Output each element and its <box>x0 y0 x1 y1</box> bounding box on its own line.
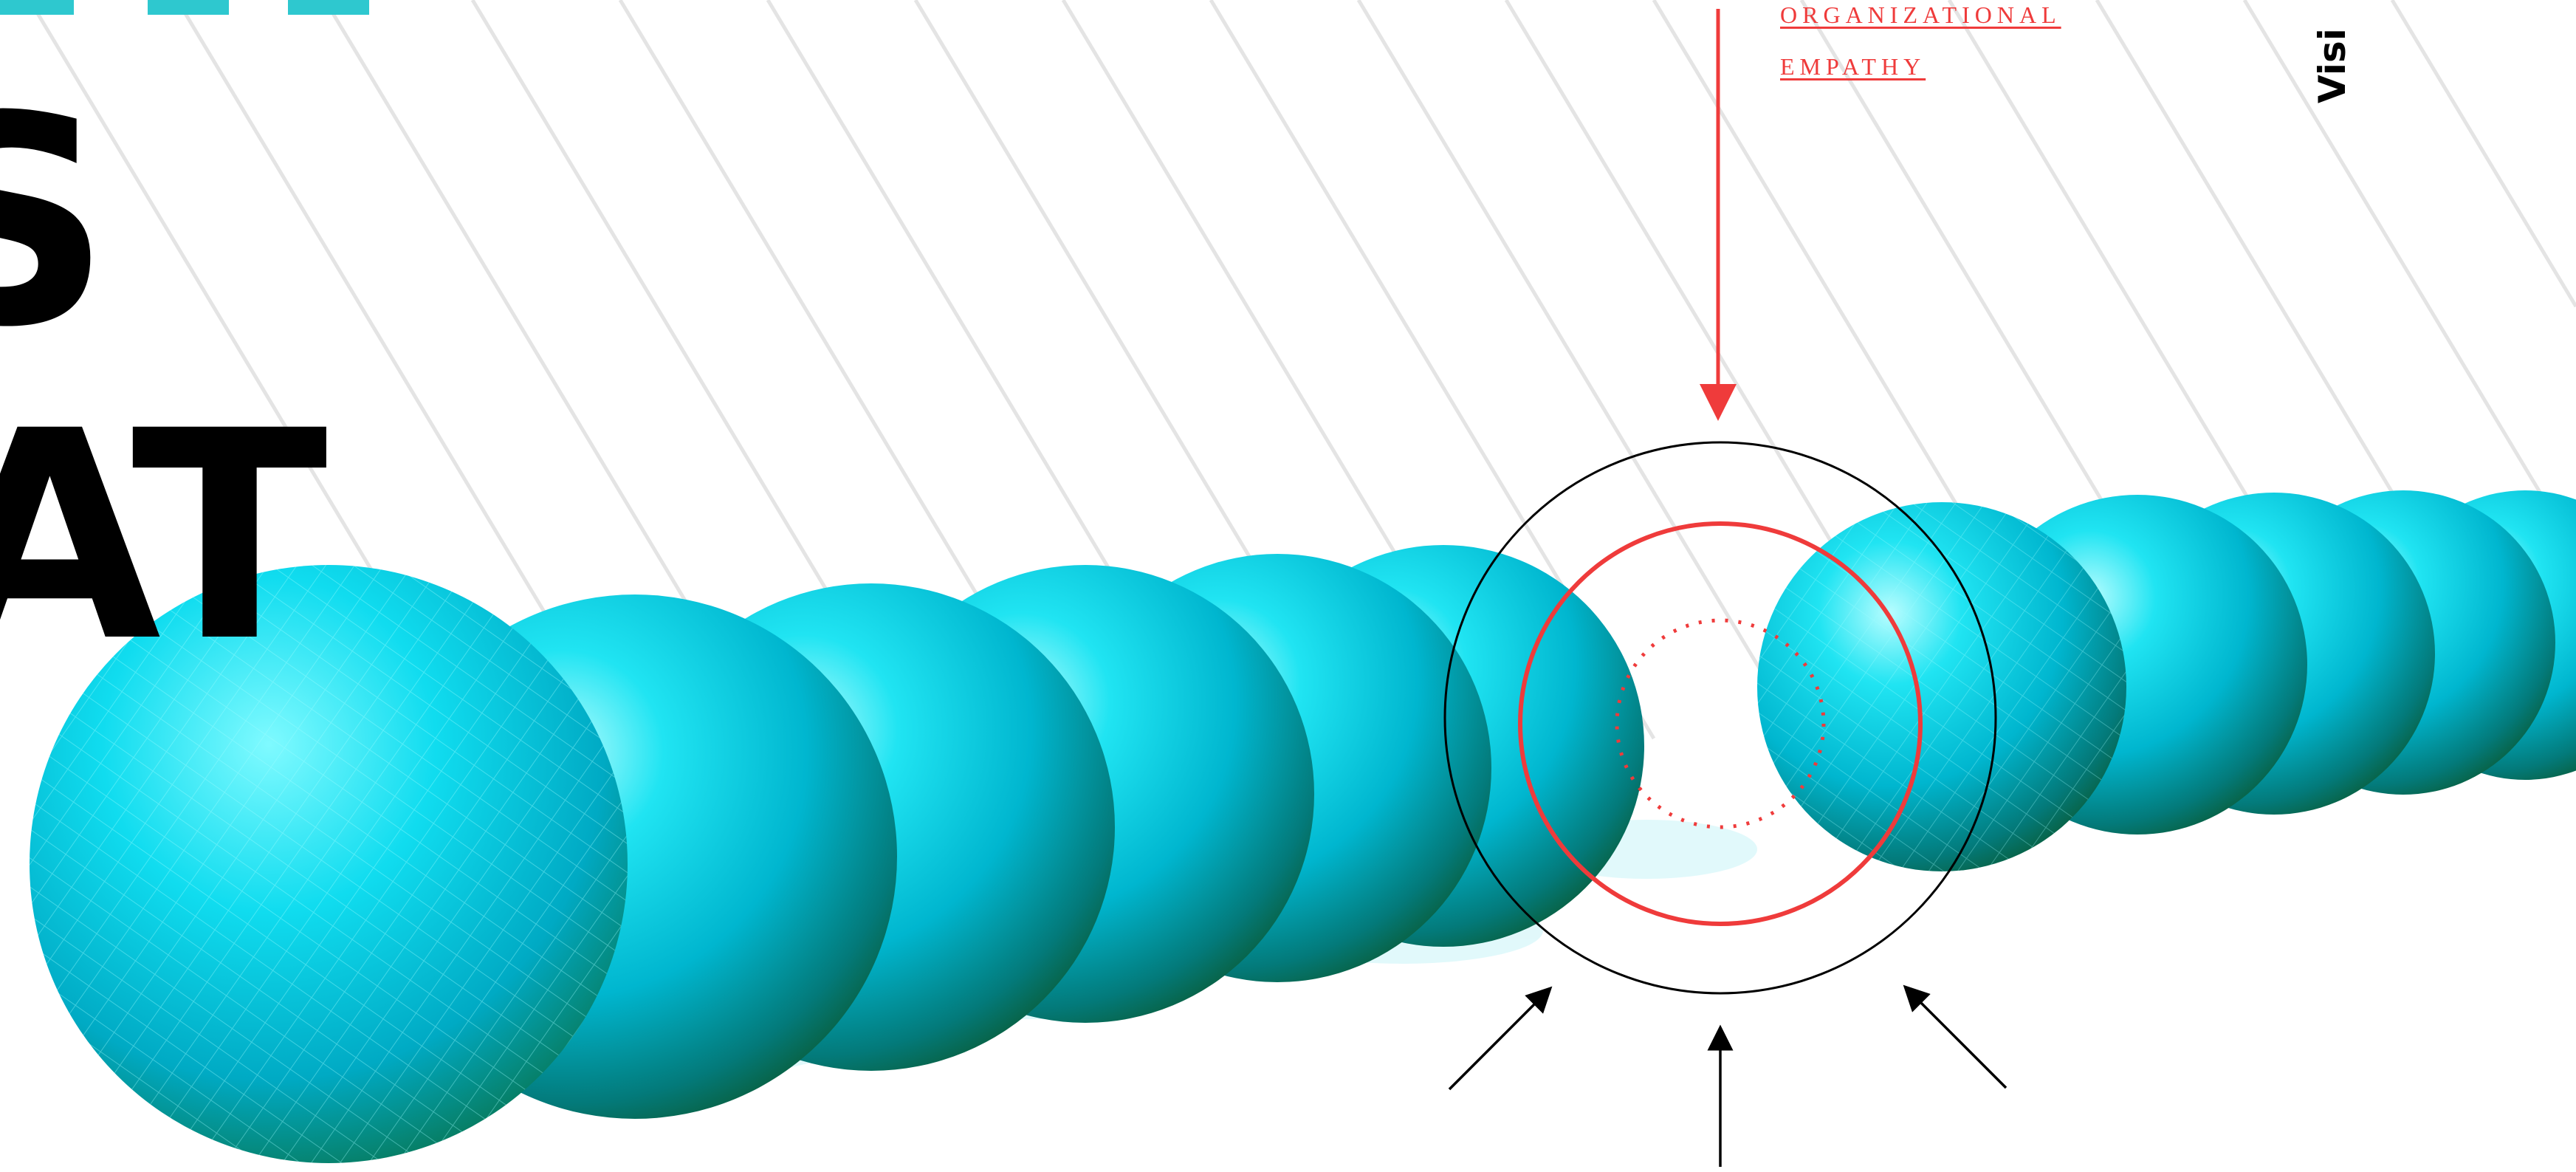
target-rings-icon <box>1443 441 1997 995</box>
top-accent-bars <box>0 0 369 15</box>
side-label-vertical: Visi <box>2311 28 2354 103</box>
headline-line-1: S <box>0 55 111 390</box>
arrow-diagonal-icon <box>1448 984 2007 1091</box>
sphere-row-right <box>1757 490 2576 871</box>
sphere-row-left <box>30 545 1644 1163</box>
label-empathy[interactable]: EMPATHY <box>1780 53 1926 80</box>
label-organizational[interactable]: ORGANIZATIONAL <box>1780 1 2061 28</box>
headline-line-2: HAT <box>0 369 328 705</box>
